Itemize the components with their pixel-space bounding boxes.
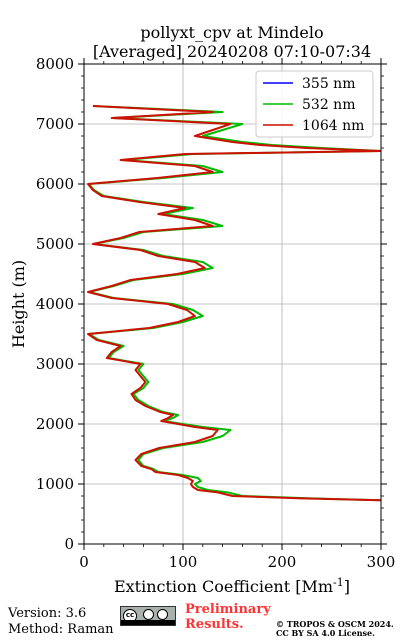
y-axis-label: Height (m) — [9, 260, 28, 348]
x-tick-label: 200 — [268, 553, 297, 571]
share-alike-icon — [157, 609, 168, 620]
x-tick-label: 300 — [367, 553, 396, 571]
badge-strip — [121, 620, 175, 625]
cc-license-badge: cc — [120, 606, 176, 626]
chart-title: pollyxt_cpv at Mindelo — [140, 23, 323, 42]
version-method-info: Version: 3.6 Method: Raman — [8, 606, 114, 638]
chart-subtitle: [Averaged] 20240208 07:10-07:34 — [93, 42, 371, 61]
preliminary-line-2: Results. — [185, 617, 244, 632]
legend-label-1064: 1064 nm — [302, 118, 364, 134]
axis-ticks: 0 100 200 300010002000300040005000600070008… — [36, 55, 396, 571]
series-line-1064-nm — [87, 105, 381, 502]
legend-box — [255, 70, 374, 138]
x-tick-label: 0 — [79, 553, 89, 571]
x-axis-label-close: ] — [344, 577, 350, 596]
preliminary-line-1: Preliminary — [185, 602, 271, 617]
y-tick-label: 7000 — [36, 115, 74, 133]
copyright-notice: © TROPOS & OSCM 2024. CC BY SA 4.0 Licen… — [276, 620, 394, 638]
x-axis-label-superscript: -1 — [333, 576, 344, 589]
extinction-profile-chart: pollyxt_cpv at Mindelo [Averaged] 202402… — [9, 23, 396, 596]
method-text: Method: Raman — [8, 622, 114, 637]
series-lines — [87, 105, 381, 502]
y-tick-label: 3000 — [36, 355, 74, 373]
version-text: Version: 3.6 — [8, 606, 87, 621]
y-tick-label: 1000 — [36, 475, 74, 493]
y-tick-label: 2000 — [36, 415, 74, 433]
legend: 355 nm 532 nm 1064 nm — [255, 70, 374, 138]
x-tick-label: 100 — [169, 553, 198, 571]
copyright-line-2: CC BY SA 4.0 License. — [276, 628, 375, 638]
y-tick-label: 6000 — [36, 175, 74, 193]
y-tick-label: 5000 — [36, 235, 74, 253]
y-tick-label: 8000 — [36, 55, 74, 73]
preliminary-notice: Preliminary Results. — [185, 602, 271, 632]
y-tick-label: 4000 — [36, 295, 74, 313]
series-line-532-nm — [88, 105, 381, 502]
copyright-line-1: © TROPOS & OSCM 2024. — [276, 619, 394, 629]
x-axis-label: Extinction Coefficient [Mm-1] — [114, 576, 350, 596]
attribution-icon — [143, 609, 154, 620]
y-tick-label: 0 — [64, 535, 74, 553]
legend-label-355: 355 nm — [302, 76, 355, 92]
legend-label-532: 532 nm — [302, 97, 355, 113]
